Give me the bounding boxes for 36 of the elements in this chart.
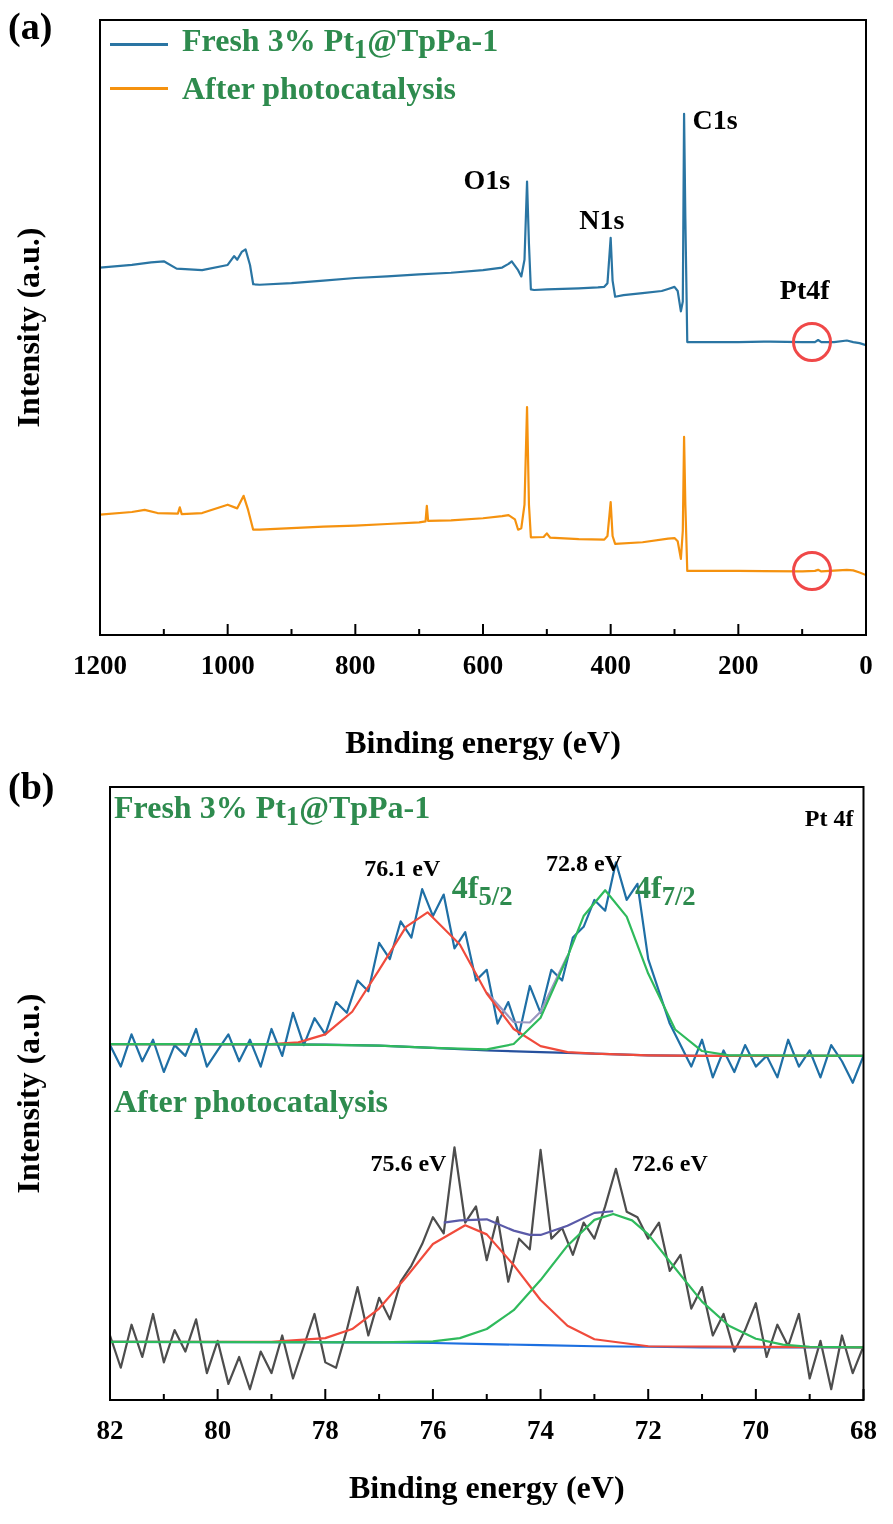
annotation: Pt4f (779, 274, 830, 307)
x-tick-label: 76 (419, 1415, 447, 1446)
annotation: 4f$_{7/2}$ (634, 868, 696, 912)
x-tick-label: 400 (590, 650, 631, 681)
x-tick-label: 74 (527, 1415, 555, 1446)
legend-label: Fresh 3% Pt$_{1}$@TpPa-1 (182, 22, 499, 66)
x-tick-label: 68 (850, 1415, 877, 1446)
annotation: 72.6 eV (631, 1149, 708, 1177)
annotation: N1s (579, 203, 625, 236)
x-tick-label: 72 (634, 1415, 662, 1446)
y-axis-title: Intensity (a.u.) (10, 227, 47, 428)
x-tick-label: 70 (742, 1415, 770, 1446)
annotation: After photocatalysis (114, 1083, 389, 1120)
annotation: 72.8 eV (545, 850, 622, 877)
x-tick-label: 1000 (200, 650, 255, 681)
x-tick-label: 80 (204, 1415, 232, 1446)
annotation: O1s (463, 164, 511, 196)
annotation: C1s (692, 103, 738, 136)
x-tick-label: 1200 (73, 650, 127, 681)
x-tick-label: 0 (859, 650, 873, 681)
x-tick-label: 82 (96, 1415, 124, 1446)
x-axis-title: Binding energy (eV) (348, 1469, 625, 1506)
chart-title: (a) (8, 4, 53, 48)
annotation: 4f$_{5/2}$ (451, 868, 513, 912)
annotation: 76.1 eV (364, 855, 441, 882)
x-tick-label: 600 (462, 650, 504, 681)
x-tick-label: 800 (335, 650, 376, 681)
annotation: 75.6 eV (370, 1149, 447, 1177)
x-tick-label: 78 (311, 1415, 339, 1446)
x-axis-title: Binding energy (eV) (345, 724, 621, 761)
text: Fresh 3% Pt$_{1}$@TpPa-1 (114, 789, 431, 832)
x-tick-label: 200 (718, 650, 759, 681)
chart-title: (b) (8, 764, 55, 808)
text: Pt 4f (804, 805, 854, 832)
legend-label: After photocatalysis (182, 69, 457, 107)
y-axis-title: Intensity (a.u.) (10, 993, 47, 1194)
